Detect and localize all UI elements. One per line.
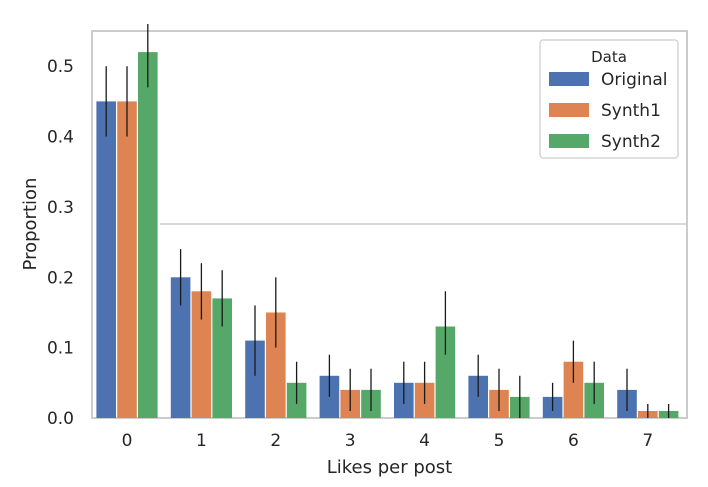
x-axis-label: Likes per post — [327, 457, 452, 478]
y-tick-label-0.4: 0.4 — [47, 128, 74, 148]
y-tick-label-0.3: 0.3 — [47, 198, 74, 218]
y-tick-label-0.1: 0.1 — [47, 339, 74, 359]
x-tick-label-7: 7 — [642, 431, 653, 451]
bar-synth1-1 — [191, 291, 212, 418]
bar-synth1-0 — [117, 101, 137, 419]
x-tick-label-2: 2 — [270, 431, 281, 451]
legend-swatch-original — [549, 72, 589, 86]
legend-label-original: Original — [601, 70, 668, 90]
y-tick-labels: 0.0 0.1 0.2 0.3 0.4 0.5 — [47, 57, 74, 429]
bar-synth2-0 — [138, 52, 158, 418]
x-tick-label-1: 1 — [196, 431, 207, 451]
legend-label-synth1: Synth1 — [601, 101, 661, 121]
legend-label-synth2: Synth2 — [601, 132, 661, 152]
legend-box — [539, 39, 679, 159]
bar-original-0 — [96, 101, 116, 419]
legend-entries: Original Synth1 Synth2 — [549, 70, 668, 152]
y-tick-label-0.2: 0.2 — [47, 268, 74, 288]
legend-swatch-synth1 — [549, 103, 589, 117]
x-tick-label-0: 0 — [122, 431, 133, 451]
legend: Data Original Synth1 Synth2 — [539, 39, 679, 159]
y-axis-label: Proportion — [20, 178, 41, 271]
bar-synth2-1 — [212, 298, 232, 418]
y-tick-label-0.0: 0.0 — [47, 409, 74, 429]
x-tick-label-3: 3 — [345, 431, 356, 451]
errorbars-layer — [105, 24, 670, 418]
legend-swatch-synth2 — [549, 134, 589, 148]
y-tick-label-0.5: 0.5 — [47, 57, 74, 77]
x-tick-label-4: 4 — [419, 431, 430, 451]
bar-synth2-4 — [435, 326, 456, 418]
bar-original-2 — [245, 340, 265, 418]
x-tick-label-6: 6 — [568, 431, 579, 451]
bar-synth1-2 — [266, 312, 286, 418]
legend-title: Data — [591, 48, 627, 66]
bar-original-1 — [170, 277, 191, 418]
x-tick-label-5: 5 — [494, 431, 505, 451]
bar-synth1-6 — [563, 361, 584, 418]
x-tick-labels: 0 1 2 3 4 5 6 7 — [122, 431, 654, 451]
